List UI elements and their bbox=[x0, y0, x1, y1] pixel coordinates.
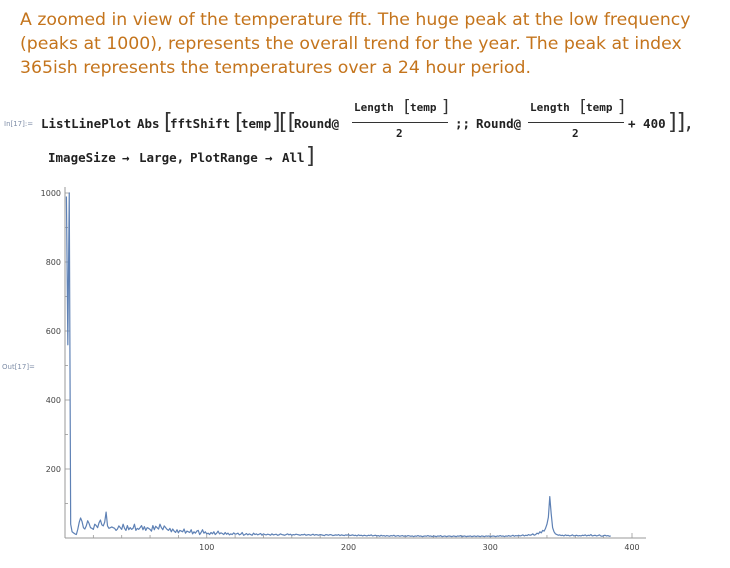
fraction-bar-1 bbox=[352, 122, 448, 123]
code-plus-400: + 400 bbox=[628, 116, 666, 131]
bracket-length-close-2: ] bbox=[618, 97, 625, 117]
code-listlineplot: ListLinePlot bbox=[41, 116, 132, 131]
bracket-open-2: [ bbox=[235, 110, 244, 135]
code-abs: Abs bbox=[137, 116, 160, 131]
code-denominator-2: 2 bbox=[572, 127, 579, 140]
code-temp-2: temp bbox=[410, 101, 437, 114]
code-length-1: Length bbox=[354, 101, 394, 114]
x-tick-label: 200 bbox=[341, 543, 356, 552]
code-plotrange: PlotRange bbox=[190, 150, 258, 165]
plot-ticks: 100 200 300 400 200 400 600 800 1000 bbox=[41, 189, 640, 552]
bracket-close-2: ] bbox=[272, 110, 281, 135]
y-tick-label: 600 bbox=[46, 327, 61, 336]
output-label: Out[17]= bbox=[2, 363, 35, 371]
bracket-length-open-2: [ bbox=[580, 97, 587, 117]
bracket-length-open-1: [ bbox=[404, 97, 411, 117]
x-tick-label: 400 bbox=[624, 543, 639, 552]
x-tick-label: 100 bbox=[199, 543, 214, 552]
code-denominator-1: 2 bbox=[396, 127, 403, 140]
plot-axes bbox=[64, 187, 646, 539]
code-temp-1: temp bbox=[241, 116, 272, 131]
code-length-2: Length bbox=[530, 101, 570, 114]
y-tick-label: 1000 bbox=[41, 189, 61, 198]
code-round-2: Round@ bbox=[476, 116, 522, 131]
input-label: In[17]:= bbox=[4, 120, 34, 128]
bracket-open-1: [ bbox=[164, 110, 173, 135]
code-arrow-1: → bbox=[122, 150, 130, 165]
bracket-closing: ]], bbox=[668, 110, 693, 135]
series-line bbox=[65, 192, 611, 538]
x-tick-label: 300 bbox=[483, 543, 498, 552]
y-tick-label: 200 bbox=[46, 465, 61, 474]
cell-description: A zoomed in view of the temperature fft.… bbox=[20, 10, 691, 78]
code-fftshift: fftShift bbox=[170, 116, 231, 131]
code-all: All bbox=[282, 150, 305, 165]
bracket-close-listlineplot: ] bbox=[306, 144, 315, 169]
code-arrow-2: → bbox=[265, 150, 273, 165]
code-temp-3: temp bbox=[586, 101, 613, 114]
bracket-length-close-1: ] bbox=[442, 97, 449, 117]
fraction-bar-2 bbox=[528, 122, 624, 123]
code-large: Large, bbox=[139, 150, 185, 165]
y-tick-label: 800 bbox=[46, 258, 61, 267]
code-round-1: Round@ bbox=[294, 116, 340, 131]
code-span: ;; bbox=[455, 116, 471, 131]
code-imagesize: ImageSize bbox=[48, 150, 116, 165]
bracket-part-open: [[ bbox=[279, 110, 297, 135]
y-tick-label: 400 bbox=[46, 396, 61, 405]
